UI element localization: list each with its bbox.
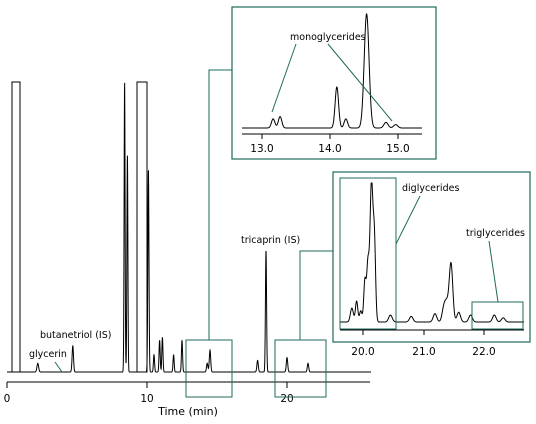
inset-di-tri-frame	[332, 171, 531, 343]
inset-mono-frame	[231, 6, 437, 160]
inset-di-tri-trace	[340, 182, 524, 323]
pointer-glycerin	[54, 361, 63, 373]
label-triglycerides: triglycerides	[466, 228, 525, 239]
x-tick-label-0: 0	[4, 393, 11, 405]
main-plot: 0 10 20 Time (min) glycerin butanetriol …	[4, 69, 371, 418]
pointer-mono-right	[327, 43, 393, 122]
inset-mono-trace	[242, 12, 422, 129]
inset-mono-tick-label-14: 14.0	[318, 143, 341, 155]
offscale-peak-box-1	[11, 81, 21, 373]
inset-mono-tick-label-15: 15.0	[386, 143, 409, 155]
inset-di-tri: 20.0 21.0 22.0 diglycerides triglyceride…	[332, 171, 531, 358]
main-trace	[7, 82, 371, 373]
label-glycerin: glycerin	[29, 349, 67, 360]
inset-di-tri-tick-label-21: 21.0	[412, 346, 435, 358]
inset-di-tri-tick-label-22: 22.0	[472, 346, 495, 358]
x-tick-label-10: 10	[140, 393, 153, 405]
connector-mono	[208, 69, 232, 340]
inset-mono: 13.0 14.0 15.0 monoglycerides	[231, 6, 437, 160]
label-butanetriol: butanetriol (IS)	[40, 330, 111, 341]
x-tick-label-20: 20	[280, 393, 293, 405]
zoom-box-diglycerides	[339, 177, 397, 330]
connector-di-tri	[299, 250, 333, 340]
zoom-box-mono	[185, 339, 233, 398]
label-diglycerides: diglycerides	[402, 183, 459, 194]
pointer-mono-left	[271, 43, 297, 113]
zoom-box-di-tri	[274, 339, 327, 398]
inset-mono-tick-label-13: 13.0	[250, 143, 273, 155]
label-tricaprin: tricaprin (IS)	[241, 235, 300, 246]
offscale-peak-box-2	[136, 81, 148, 373]
pointer-triglycerides	[488, 240, 499, 303]
x-axis-title: Time (min)	[157, 405, 218, 418]
pointer-diglycerides	[395, 195, 421, 245]
inset-di-tri-tick-label-20: 20.0	[351, 346, 374, 358]
label-monoglycerides: monoglycerides	[290, 32, 366, 43]
